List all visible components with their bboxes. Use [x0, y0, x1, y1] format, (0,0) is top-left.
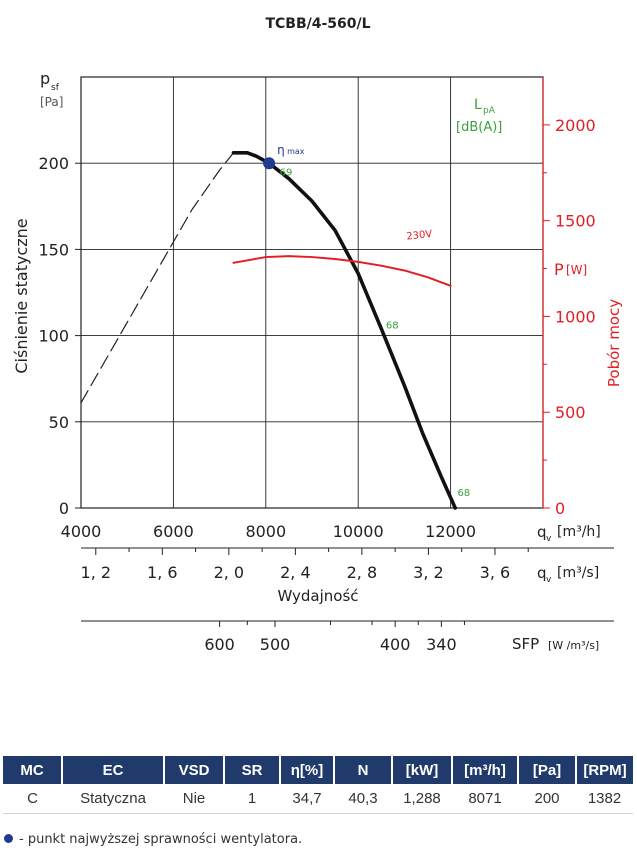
- chart-grid: [81, 77, 543, 508]
- header-cell: [Pa]: [518, 756, 577, 784]
- footnote: - punkt najwyższej sprawności wentylator…: [4, 832, 302, 847]
- header-cell: [RPM]: [576, 756, 633, 784]
- header-cell: N: [334, 756, 393, 784]
- y-axis-symbol-sub: sf: [51, 83, 60, 93]
- power-curve-label: 230V: [406, 229, 433, 243]
- pressure-curve: [231, 151, 458, 510]
- x-axis-m3s-symbol: q: [537, 564, 547, 582]
- table-cell: 8071: [452, 784, 518, 814]
- power-tick-label: 2000: [555, 116, 596, 135]
- x-tick-label-m3s: 2, 0: [214, 563, 245, 582]
- x-axis-m3s-unit: [m³/s]: [557, 565, 599, 581]
- power-axis-symbol: P: [554, 260, 564, 279]
- sfp-tick-label: 500: [260, 635, 291, 654]
- x-tick-label-m3s: 1, 2: [81, 563, 112, 582]
- eta-max-legend-dot-icon: [4, 834, 13, 843]
- header-cell: SR: [224, 756, 281, 784]
- y-tick-label: 0: [59, 499, 69, 518]
- x-axis-m3h-sub: v: [546, 534, 552, 544]
- power-tick-label: 500: [555, 403, 586, 422]
- header-cell: VSD: [164, 756, 225, 784]
- sound-level-label: 68: [458, 488, 471, 499]
- x-axis-label: Wydajność: [277, 587, 358, 605]
- x-tick-label-m3s: 1, 6: [147, 563, 178, 582]
- y-tick-label: 150: [38, 240, 69, 259]
- plot-frame: [80, 76, 544, 509]
- x-tick-label-m3h: 4000: [61, 522, 102, 541]
- header-cell: MC: [3, 756, 63, 784]
- header-cell: [m³/h]: [452, 756, 519, 784]
- x-tick-label-m3h: 10000: [333, 522, 384, 541]
- sfp-tick-label: 400: [380, 635, 411, 654]
- fan-performance-chart: TCBB/4-560/L 0 50 100 150 200 p sf [Pa] Ciśnienie…: [12, 16, 623, 654]
- table-cell: Nie: [164, 784, 224, 814]
- sfp-tick-label: 600: [204, 635, 235, 654]
- power-axis-label: Pobór mocy: [605, 299, 623, 387]
- sound-level-label: 69: [280, 167, 293, 178]
- header-cell: [kW]: [392, 756, 453, 784]
- sfp-label: SFP: [512, 635, 539, 653]
- x-tick-label-m3h: 6000: [153, 522, 194, 541]
- x-tick-label-m3h: 12000: [425, 522, 476, 541]
- chart-markers: 69 68 68: [263, 157, 470, 499]
- chart-axes: [75, 76, 614, 627]
- table-cell: 200: [518, 784, 576, 814]
- table-cell: 1,288: [392, 784, 452, 814]
- x-tick-label-m3s: 3, 2: [413, 563, 444, 582]
- table-cell: 1382: [576, 784, 633, 814]
- header-cell: η[%]: [280, 756, 335, 784]
- table-cell: Statyczna: [62, 784, 164, 814]
- header-cell: EC: [62, 756, 165, 784]
- x-axis-m3s-sub: v: [546, 575, 552, 585]
- chart-title: TCBB/4-560/L: [265, 16, 370, 32]
- table-row: C Statyczna Nie 1 34,7 40,3 1,288 8071 2…: [3, 784, 633, 814]
- spec-table: MC EC VSD SR η[%] N [kW] [m³/h] [Pa] [RP…: [3, 756, 633, 814]
- table-cell: 34,7: [280, 784, 334, 814]
- sfp-unit: [W /m³/s]: [548, 639, 599, 652]
- lpa-label: L: [474, 97, 482, 113]
- y-axis-label: Ciśnienie statyczne: [12, 218, 31, 373]
- pressure-curve-unstable: [80, 152, 235, 404]
- power-curve-230v: [232, 255, 452, 287]
- spec-table-header-row: MC EC VSD SR η[%] N [kW] [m³/h] [Pa] [RP…: [3, 756, 633, 784]
- x-axis-m3h-unit: [m³/h]: [557, 524, 601, 540]
- power-tick-label: 0: [555, 499, 565, 518]
- chart-labels: TCBB/4-560/L 0 50 100 150 200 p sf [Pa] Ciśnienie…: [12, 16, 623, 654]
- y-tick-label: 50: [49, 413, 69, 432]
- lpa-label-sub: pA: [483, 106, 496, 116]
- power-axis-unit: [W]: [566, 263, 587, 277]
- x-tick-label-m3s: 3, 6: [480, 563, 511, 582]
- table-cell: C: [3, 784, 62, 814]
- y-tick-label: 100: [38, 327, 69, 346]
- eta-max-point: [263, 157, 276, 170]
- table-cell: 40,3: [334, 784, 392, 814]
- x-tick-label-m3s: 2, 4: [280, 563, 311, 582]
- footnote-text: - punkt najwyższej sprawności wentylator…: [19, 832, 303, 847]
- y-axis-unit: [Pa]: [40, 95, 63, 109]
- power-tick-label: 1000: [555, 307, 596, 326]
- x-tick-label-m3h: 8000: [245, 522, 286, 541]
- y-tick-label: 200: [38, 154, 69, 173]
- x-tick-label-m3s: 2, 8: [347, 563, 378, 582]
- y-axis-symbol: p: [40, 69, 50, 88]
- eta-max-label-sub: max: [287, 147, 305, 156]
- power-tick-label: 1500: [555, 212, 596, 231]
- sound-level-label: 68: [386, 321, 399, 332]
- x-axis-m3h-symbol: q: [537, 523, 547, 541]
- chart-curves: [80, 151, 458, 510]
- table-cell: 1: [224, 784, 280, 814]
- sfp-tick-label: 340: [426, 635, 457, 654]
- lpa-unit: [dB(A)]: [456, 120, 502, 135]
- eta-max-label: η: [277, 143, 285, 157]
